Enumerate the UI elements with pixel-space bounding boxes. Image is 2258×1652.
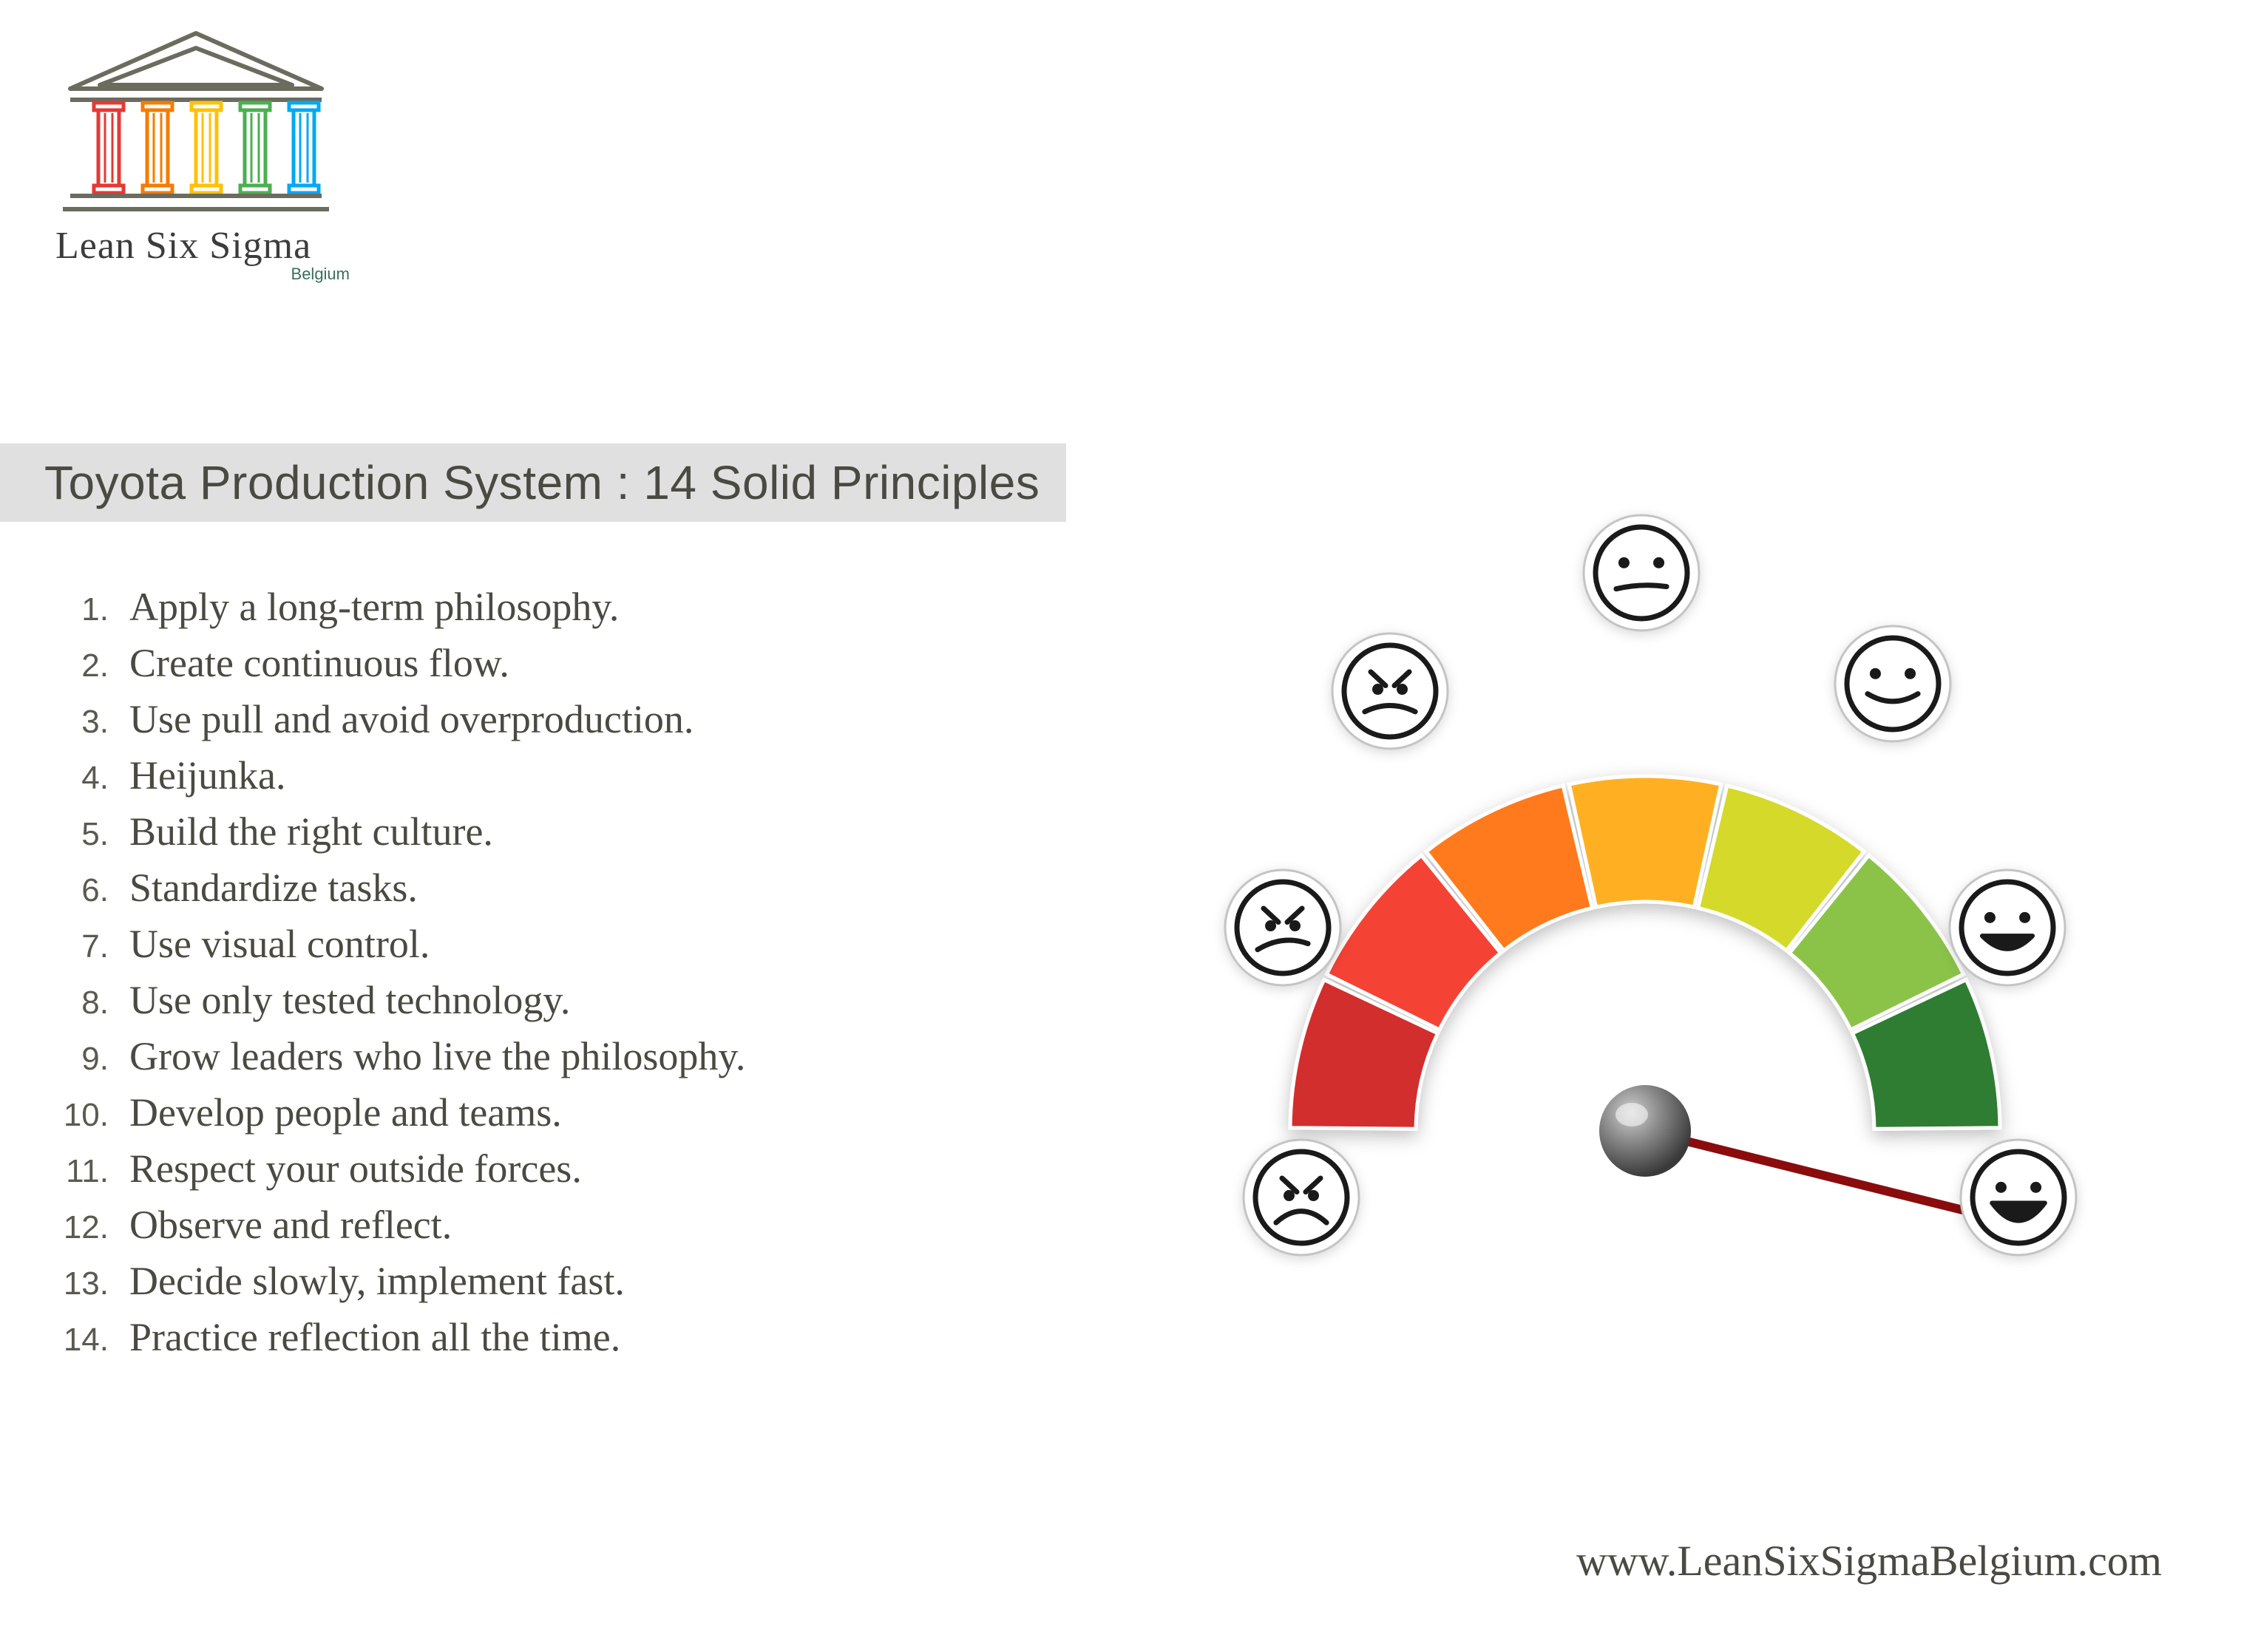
list-number: 14. bbox=[59, 1322, 129, 1359]
emoji-smile bbox=[1835, 626, 1950, 741]
list-item: 12.Observe and reflect. bbox=[59, 1202, 1079, 1248]
list-number: 1. bbox=[59, 591, 129, 628]
list-number: 5. bbox=[59, 816, 129, 853]
list-text: Apply a long-term philosophy. bbox=[129, 584, 619, 630]
list-item: 1.Apply a long-term philosophy. bbox=[59, 584, 1079, 630]
list-text: Observe and reflect. bbox=[129, 1202, 452, 1248]
logo-temple-icon bbox=[55, 26, 336, 218]
list-item: 2.Create continuous flow. bbox=[59, 640, 1079, 686]
list-item: 4.Heijunka. bbox=[59, 752, 1079, 798]
logo: Lean Six Sigma Belgium bbox=[55, 26, 366, 284]
list-item: 13.Decide slowly, implement fast. bbox=[59, 1258, 1079, 1304]
list-number: 13. bbox=[59, 1265, 129, 1302]
list-item: 11.Respect your outside forces. bbox=[59, 1146, 1079, 1192]
list-item: 7.Use visual control. bbox=[59, 921, 1079, 967]
list-text: Decide slowly, implement fast. bbox=[129, 1258, 625, 1304]
list-item: 6.Standardize tasks. bbox=[59, 865, 1079, 911]
list-number: 3. bbox=[59, 704, 129, 741]
emoji-very-angry bbox=[1244, 1140, 1359, 1255]
principles-list: 1.Apply a long-term philosophy.2.Create … bbox=[59, 584, 1079, 1370]
emoji-frown bbox=[1332, 633, 1448, 749]
emoji-neutral bbox=[1584, 515, 1699, 630]
emoji-angry bbox=[1225, 870, 1340, 985]
list-number: 6. bbox=[59, 872, 129, 909]
list-number: 2. bbox=[59, 647, 129, 684]
list-text: Heijunka. bbox=[129, 752, 285, 798]
satisfaction-gauge bbox=[1153, 488, 2174, 1301]
list-item: 5.Build the right culture. bbox=[59, 809, 1079, 854]
list-number: 12. bbox=[59, 1209, 129, 1246]
emoji-happy bbox=[1950, 870, 2065, 985]
list-item: 10.Develop people and teams. bbox=[59, 1090, 1079, 1135]
list-text: Grow leaders who live the philosophy. bbox=[129, 1033, 745, 1079]
list-number: 7. bbox=[59, 928, 129, 965]
list-number: 8. bbox=[59, 985, 129, 1022]
list-text: Build the right culture. bbox=[129, 809, 493, 854]
list-text: Develop people and teams. bbox=[129, 1090, 562, 1135]
footer-url: www.LeanSixSigmaBelgium.com bbox=[1576, 1536, 2162, 1585]
list-number: 9. bbox=[59, 1041, 129, 1078]
list-number: 4. bbox=[59, 760, 129, 797]
list-item: 9.Grow leaders who live the philosophy. bbox=[59, 1033, 1079, 1079]
list-number: 10. bbox=[59, 1097, 129, 1134]
list-number: 11. bbox=[59, 1153, 129, 1190]
page-title: Toyota Production System : 14 Solid Prin… bbox=[0, 443, 1066, 522]
list-text: Standardize tasks. bbox=[129, 865, 418, 911]
list-text: Create continuous flow. bbox=[129, 640, 509, 686]
list-item: 8.Use only tested technology. bbox=[59, 977, 1079, 1023]
emoji-very-happy bbox=[1961, 1140, 2076, 1255]
list-item: 3.Use pull and avoid overproduction. bbox=[59, 696, 1079, 742]
list-text: Use only tested technology. bbox=[129, 977, 570, 1023]
list-text: Practice reflection all the time. bbox=[129, 1314, 620, 1360]
list-text: Use visual control. bbox=[129, 921, 430, 967]
logo-text: Lean Six Sigma bbox=[55, 224, 366, 268]
list-text: Use pull and avoid overproduction. bbox=[129, 696, 694, 742]
list-text: Respect your outside forces. bbox=[129, 1146, 582, 1192]
list-item: 14.Practice reflection all the time. bbox=[59, 1314, 1079, 1360]
